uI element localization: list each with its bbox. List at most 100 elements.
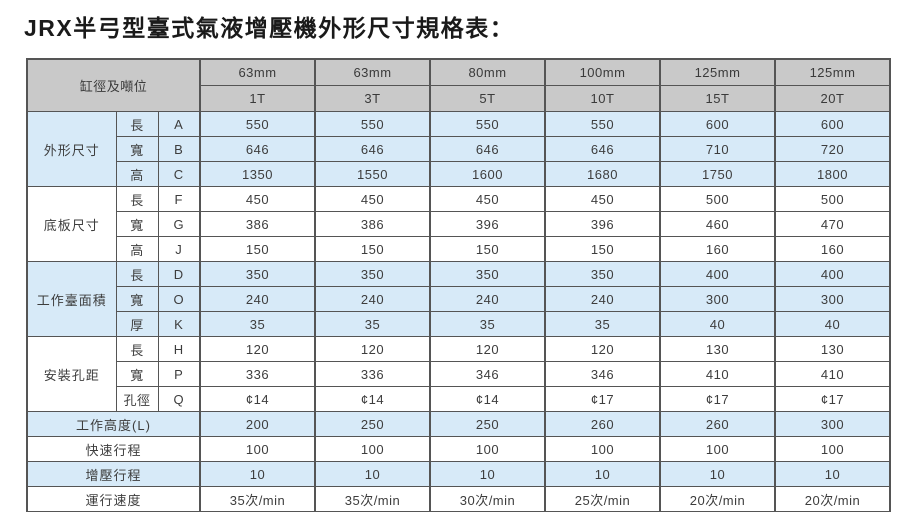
value-cell: 100 [774,436,891,462]
footer-label: 工作高度(L) [26,411,201,437]
value-cell: 350 [199,261,316,287]
value-cell: 35 [429,311,546,337]
value-cell: 550 [429,111,546,137]
header-row-diameter: 缸徑及噸位 63mm 63mm 80mm 100mm 125mm 125mm [26,58,891,112]
value-cell: 1800 [774,161,891,187]
value-cell: ¢17 [659,386,776,412]
value-cell: 150 [199,236,316,262]
value-cell: 300 [774,411,891,437]
value-cell: 400 [774,261,891,287]
value-cell: 600 [774,111,891,137]
value-cell: 10 [544,461,661,487]
value-cell: 120 [429,336,546,362]
code-label: G [157,211,201,237]
section-label: 工作臺面積 [26,261,117,337]
value-cell: 120 [199,336,316,362]
value-cell: 336 [199,361,316,387]
header-cell-tonnage: 5T [429,85,546,112]
dimension-label: 長 [115,111,159,137]
code-label: C [157,161,201,187]
page-title: JRX半弓型臺式氣液增壓機外形尺寸規格表： [24,15,515,41]
header-cell-tonnage: 15T [659,85,776,112]
header-cell-diameter: 80mm [429,58,546,86]
value-cell: 1680 [544,161,661,187]
value-cell: 240 [199,286,316,312]
value-cell: 300 [774,286,891,312]
table-row: 高 J 150 150 150 150 160 160 [27,236,891,262]
value-cell: 240 [314,286,431,312]
code-label: K [157,311,201,337]
section-label: 安裝孔距 [26,336,117,412]
value-cell: 410 [774,361,891,387]
dimension-label: 寬 [115,136,159,162]
value-cell: 10 [774,461,891,487]
table-row: 孔徑 Q ¢14 ¢14 ¢14 ¢17 ¢17 ¢17 [27,386,891,412]
value-cell: 20次/min [659,486,776,512]
value-cell: 160 [774,236,891,262]
value-cell: 35次/min [199,486,316,512]
footer-label: 運行速度 [26,486,201,512]
table-row: 寬 P 336 336 346 346 410 410 [27,361,891,387]
code-label: A [157,111,201,137]
value-cell: 350 [314,261,431,287]
value-cell: 10 [199,461,316,487]
value-cell: 386 [199,211,316,237]
value-cell: 460 [659,211,776,237]
value-cell: 100 [199,436,316,462]
value-cell: 100 [314,436,431,462]
header-cell-diameter: 125mm [774,58,891,86]
code-label: H [157,336,201,362]
value-cell: 240 [544,286,661,312]
header-cell-tonnage: 3T [314,85,431,112]
dimension-label: 寬 [115,286,159,312]
value-cell: 1750 [659,161,776,187]
value-cell: 20次/min [774,486,891,512]
dimension-label: 長 [115,186,159,212]
section-label: 底板尺寸 [26,186,117,262]
value-cell: 260 [659,411,776,437]
value-cell: 30次/min [429,486,546,512]
value-cell: 550 [199,111,316,137]
value-cell: 720 [774,136,891,162]
code-label: B [157,136,201,162]
value-cell: 35 [544,311,661,337]
dimension-label: 長 [115,336,159,362]
value-cell: 260 [544,411,661,437]
value-cell: ¢17 [774,386,891,412]
value-cell: 386 [314,211,431,237]
value-cell: 346 [429,361,546,387]
value-cell: 336 [314,361,431,387]
table-row: 運行速度 35次/min 35次/min 30次/min 25次/min 20次/min 2… [26,486,891,512]
value-cell: 100 [544,436,661,462]
table-row: 工作高度(L) 200 250 250 260 260 300 [26,411,891,437]
header-cell-diameter: 63mm [314,58,431,86]
value-cell: ¢14 [429,386,546,412]
header-cell-diameter: 100mm [544,58,661,86]
value-cell: 40 [659,311,776,337]
dimension-label: 孔徑 [115,386,159,412]
value-cell: 410 [659,361,776,387]
value-cell: 500 [774,186,891,212]
value-cell: 350 [544,261,661,287]
value-cell: 160 [659,236,776,262]
dimension-label: 寬 [115,211,159,237]
value-cell: ¢14 [314,386,431,412]
value-cell: 500 [659,186,776,212]
value-cell: 35 [199,311,316,337]
value-cell: 1600 [429,161,546,187]
value-cell: 550 [544,111,661,137]
section-label: 外形尺寸 [26,111,117,187]
table-row: 厚 K 35 35 35 35 40 40 [27,311,891,337]
value-cell: 100 [659,436,776,462]
dimension-label: 高 [115,236,159,262]
footer-label: 快速行程 [26,436,201,462]
value-cell: 250 [429,411,546,437]
table-row: 外形尺寸長 A 550 550 550 550 600 600 [26,111,891,187]
spec-table: 缸徑及噸位 63mm 63mm 80mm 100mm 125mm 125mm 1T 3T 5T 10… [26,58,891,512]
value-cell: 450 [199,186,316,212]
value-cell: 646 [429,136,546,162]
value-cell: 600 [659,111,776,137]
value-cell: 150 [314,236,431,262]
table-row: 寬 B 646 646 646 646 710 720 [27,136,891,162]
value-cell: 35 [314,311,431,337]
